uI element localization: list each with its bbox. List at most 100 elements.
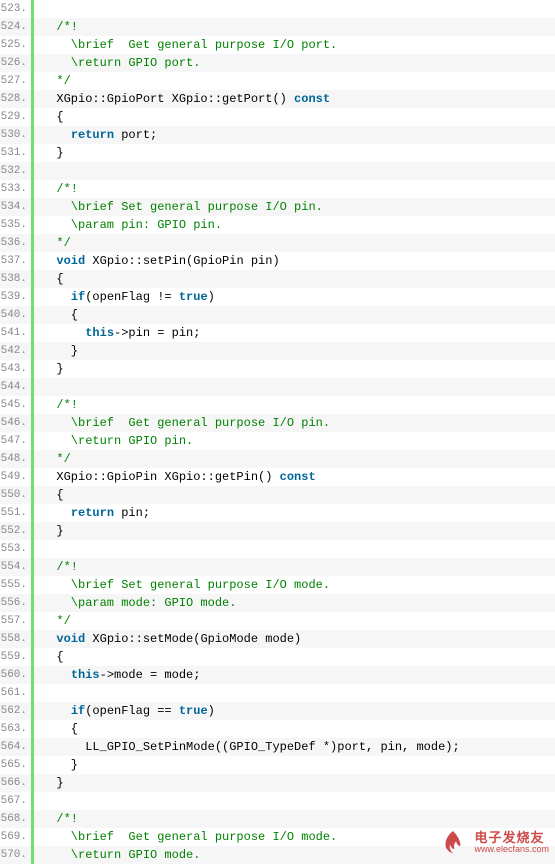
code-content[interactable]: {	[34, 270, 555, 288]
code-line: 535. \param pin: GPIO pin.	[0, 216, 555, 234]
code-line: 559. {	[0, 648, 555, 666]
token-plain: XGpio::GpioPort XGpio::getPort()	[42, 92, 294, 106]
code-content[interactable]: {	[34, 648, 555, 666]
line-number: 556.	[0, 594, 34, 612]
token-keyword: if	[71, 290, 85, 304]
code-content[interactable]: {	[34, 486, 555, 504]
code-content[interactable]: LL_GPIO_SetPinMode((GPIO_TypeDef *)port,…	[34, 738, 555, 756]
code-content[interactable]: \brief Get general purpose I/O port.	[34, 36, 555, 54]
code-content[interactable]	[34, 540, 555, 558]
token-keyword: this	[85, 326, 114, 340]
token-keyword: void	[56, 632, 85, 646]
token-plain: XGpio::GpioPin XGpio::getPin()	[42, 470, 280, 484]
code-content[interactable]: */	[34, 450, 555, 468]
token-plain	[42, 254, 56, 268]
code-line: 556. \param mode: GPIO mode.	[0, 594, 555, 612]
watermark: 电子发烧友 www.elecfans.com	[438, 828, 549, 858]
code-content[interactable]: \return GPIO pin.	[34, 432, 555, 450]
code-content[interactable]: \param pin: GPIO pin.	[34, 216, 555, 234]
token-comment: \return GPIO port.	[42, 56, 200, 70]
code-content[interactable]: return port;	[34, 126, 555, 144]
watermark-cn: 电子发烧友	[474, 831, 549, 845]
token-plain	[42, 128, 71, 142]
code-content[interactable]	[34, 162, 555, 180]
code-content[interactable]: {	[34, 720, 555, 738]
code-content[interactable]: }	[34, 342, 555, 360]
code-content[interactable]: this->pin = pin;	[34, 324, 555, 342]
code-content[interactable]: void XGpio::setPin(GpioPin pin)	[34, 252, 555, 270]
line-number: 533.	[0, 180, 34, 198]
token-comment: \brief Set general purpose I/O mode.	[42, 578, 330, 592]
code-content[interactable]: void XGpio::setMode(GpioMode mode)	[34, 630, 555, 648]
code-content[interactable]: /*!	[34, 18, 555, 36]
watermark-text: 电子发烧友 www.elecfans.com	[474, 831, 549, 855]
token-comment: \param mode: GPIO mode.	[42, 596, 236, 610]
token-plain	[42, 326, 85, 340]
code-content[interactable]: }	[34, 756, 555, 774]
code-line: 528. XGpio::GpioPort XGpio::getPort() co…	[0, 90, 555, 108]
code-line: 534. \brief Set general purpose I/O pin.	[0, 198, 555, 216]
code-content[interactable]	[34, 792, 555, 810]
code-line: 527. */	[0, 72, 555, 90]
code-content[interactable]: */	[34, 612, 555, 630]
token-plain: XGpio::setMode(GpioMode mode)	[85, 632, 301, 646]
token-plain: pin;	[114, 506, 150, 520]
code-content[interactable]: /*!	[34, 558, 555, 576]
code-content[interactable]: /*!	[34, 180, 555, 198]
code-content[interactable]: XGpio::GpioPort XGpio::getPort() const	[34, 90, 555, 108]
line-number: 542.	[0, 342, 34, 360]
code-line: 550. {	[0, 486, 555, 504]
code-content[interactable]: */	[34, 234, 555, 252]
code-content[interactable]: /*!	[34, 810, 555, 828]
code-content[interactable]: }	[34, 360, 555, 378]
line-number: 525.	[0, 36, 34, 54]
token-plain: LL_GPIO_SetPinMode((GPIO_TypeDef *)port,…	[42, 740, 460, 754]
code-content[interactable]	[34, 0, 555, 18]
line-number: 567.	[0, 792, 34, 810]
code-content[interactable]: \return GPIO port.	[34, 54, 555, 72]
line-number: 529.	[0, 108, 34, 126]
code-content[interactable]: \brief Get general purpose I/O pin.	[34, 414, 555, 432]
code-content[interactable]: */	[34, 72, 555, 90]
line-number: 523.	[0, 0, 34, 18]
code-line: 529. {	[0, 108, 555, 126]
code-content[interactable]: {	[34, 108, 555, 126]
code-content[interactable]: \brief Set general purpose I/O pin.	[34, 198, 555, 216]
code-content[interactable]: {	[34, 306, 555, 324]
token-comment: /*!	[42, 812, 78, 826]
code-content[interactable]: this->mode = mode;	[34, 666, 555, 684]
token-keyword: return	[71, 128, 114, 142]
code-content[interactable]: XGpio::GpioPin XGpio::getPin() const	[34, 468, 555, 486]
code-content[interactable]: }	[34, 522, 555, 540]
token-plain: }	[42, 362, 64, 376]
token-plain: (openFlag ==	[85, 704, 179, 718]
line-number: 564.	[0, 738, 34, 756]
line-number: 524.	[0, 18, 34, 36]
code-line: 555. \brief Set general purpose I/O mode…	[0, 576, 555, 594]
token-comment: /*!	[42, 20, 78, 34]
line-number: 560.	[0, 666, 34, 684]
code-content[interactable]	[34, 684, 555, 702]
token-comment: \brief Get general purpose I/O port.	[42, 38, 337, 52]
code-content[interactable]: }	[34, 774, 555, 792]
code-content[interactable]: return pin;	[34, 504, 555, 522]
line-number: 547.	[0, 432, 34, 450]
code-content[interactable]: }	[34, 144, 555, 162]
code-line: 558. void XGpio::setMode(GpioMode mode)	[0, 630, 555, 648]
token-comment: \param pin: GPIO pin.	[42, 218, 222, 232]
token-comment: \return GPIO mode.	[42, 848, 200, 862]
token-plain: ->pin = pin;	[114, 326, 200, 340]
code-content[interactable]: if(openFlag != true)	[34, 288, 555, 306]
code-content[interactable]: /*!	[34, 396, 555, 414]
code-line: 566. }	[0, 774, 555, 792]
line-number: 527.	[0, 72, 34, 90]
code-content[interactable]: if(openFlag == true)	[34, 702, 555, 720]
code-content[interactable]	[34, 378, 555, 396]
code-content[interactable]: \brief Set general purpose I/O mode.	[34, 576, 555, 594]
line-number: 559.	[0, 648, 34, 666]
token-plain: {	[42, 110, 64, 124]
code-line: 536. */	[0, 234, 555, 252]
token-plain: )	[208, 704, 215, 718]
code-content[interactable]: \param mode: GPIO mode.	[34, 594, 555, 612]
code-line: 531. }	[0, 144, 555, 162]
